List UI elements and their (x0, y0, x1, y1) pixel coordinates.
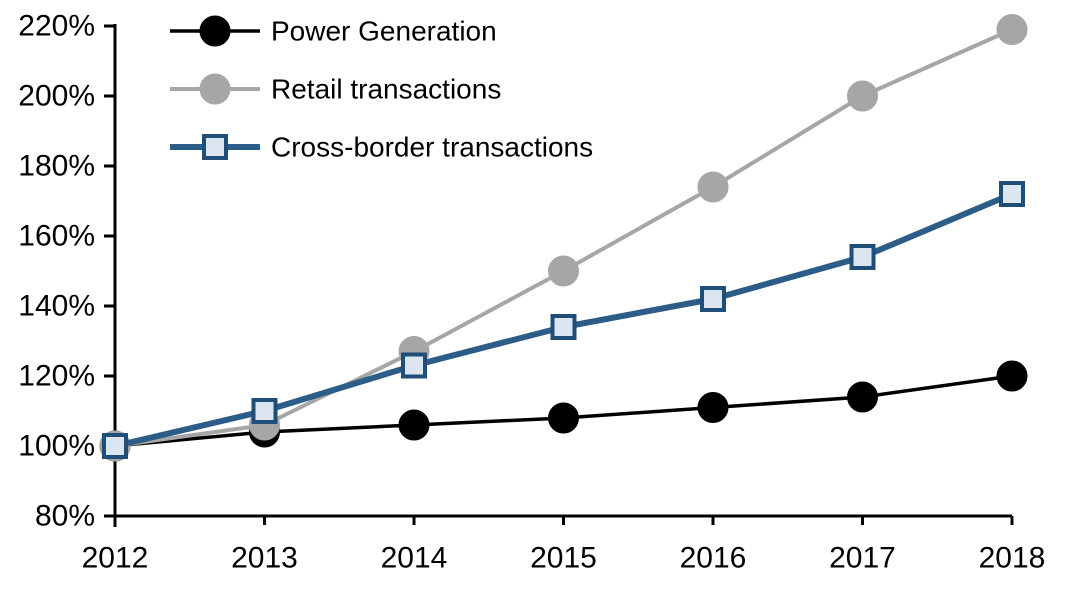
y-tick-label: 120% (18, 360, 95, 393)
legend-label: Cross-border transactions (271, 132, 593, 163)
y-tick-label: 200% (18, 80, 95, 113)
x-tick-label: 2014 (381, 542, 448, 575)
marker-power-generation-2015 (548, 402, 579, 434)
marker-power-generation-2017 (847, 381, 878, 413)
legend-item-cross-border-transactions: Cross-border transactions (170, 132, 593, 163)
x-tick-label: 2013 (231, 542, 298, 575)
marker-retail-transactions-2016 (697, 171, 729, 203)
marker-power-generation-2016 (697, 392, 729, 423)
legend-item-retail-transactions: Retail transactions (170, 73, 501, 105)
y-tick-label: 220% (18, 10, 95, 43)
marker-retail-transactions-2015 (548, 255, 579, 287)
legend-item-power-generation: Power Generation (170, 15, 497, 47)
marker-power-generation-2018 (996, 360, 1028, 392)
marker-cross-border-transactions-2018 (999, 181, 1025, 207)
x-tick-label: 2018 (979, 542, 1046, 575)
y-tick-label: 80% (35, 500, 95, 533)
marker-cross-border-transactions-2013 (251, 398, 278, 424)
y-tick-label: 100% (18, 430, 95, 463)
marker-cross-border-transactions-2017 (849, 244, 876, 270)
series-cross-border-transactions (102, 181, 1025, 459)
legend-label: Power Generation (271, 16, 497, 47)
marker-retail-transactions-2017 (847, 80, 878, 112)
legend-label: Retail transactions (271, 74, 501, 105)
x-tick-label: 2017 (829, 542, 896, 575)
y-tick-label: 160% (18, 220, 95, 253)
marker-power-generation-2014 (398, 409, 430, 441)
marker-cross-border-transactions-2012 (102, 433, 128, 459)
x-tick-label: 2015 (530, 542, 597, 575)
series-power-generation (99, 360, 1028, 462)
y-tick-label: 180% (18, 150, 95, 183)
marker-cross-border-transactions-2016 (700, 286, 726, 312)
marker-retail-transactions-2018 (996, 14, 1028, 45)
x-tick-label: 2012 (82, 542, 149, 575)
legend-marker-circle (199, 73, 231, 105)
y-tick-label: 140% (18, 290, 95, 323)
legend-marker-circle (199, 15, 231, 47)
marker-cross-border-transactions-2014 (401, 352, 427, 379)
x-tick-label: 2016 (680, 542, 747, 575)
legend-marker-square (202, 134, 228, 160)
legend: Power Generation Retail transactions Cross… (170, 15, 593, 163)
marker-cross-border-transactions-2015 (550, 314, 577, 340)
